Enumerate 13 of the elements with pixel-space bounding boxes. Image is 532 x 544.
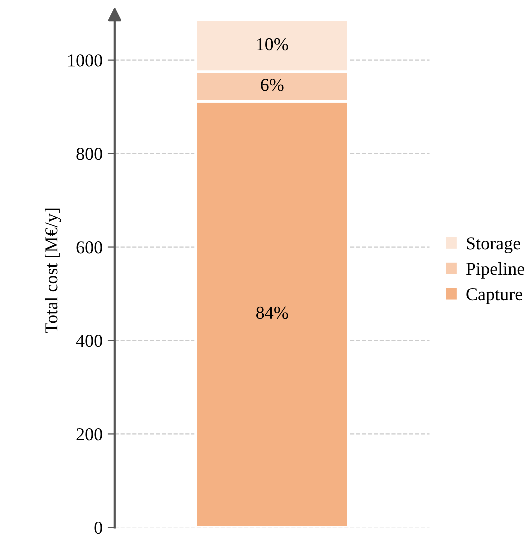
annotation: 10% <box>257 38 288 51</box>
y-tick-label: 800 <box>76 148 102 160</box>
y-tick-label: 200 <box>76 428 102 441</box>
legend-label: Pipeline <box>466 262 525 279</box>
y-tick-label: 0 <box>94 522 102 534</box>
legend-label: Capture <box>466 288 522 304</box>
y-tick-label: 1000 <box>68 54 102 67</box>
y-tick-label: 600 <box>76 242 102 254</box>
y-axis-title: Total cost [M€/y] <box>45 208 62 334</box>
annotation: 6% <box>261 79 284 92</box>
y-tick-label: 400 <box>76 335 102 348</box>
legend-label: Storage <box>467 238 520 254</box>
annotation: 84% <box>256 306 288 320</box>
